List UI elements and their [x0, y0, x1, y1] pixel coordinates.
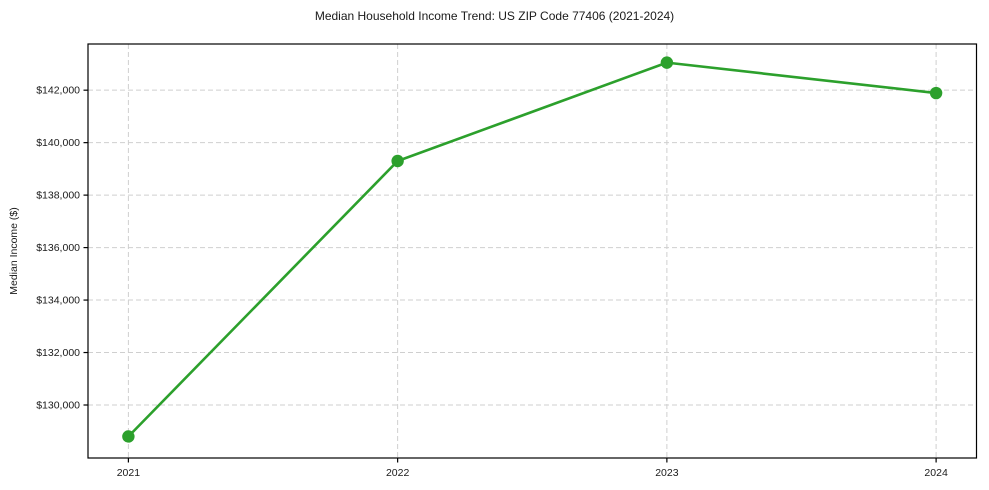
data-point-marker [391, 154, 404, 168]
data-point-marker [929, 86, 943, 100]
x-tick-label: 2022 [386, 467, 410, 479]
data-point-marker [122, 430, 135, 443]
trend-line [127, 61, 938, 438]
y-tick-label: $134,000 [36, 295, 80, 307]
y-tick-label: $136,000 [36, 242, 80, 254]
y-tick-label: $138,000 [36, 190, 80, 202]
y-tick-label: $142,000 [36, 85, 80, 97]
x-tick-label: 2021 [117, 467, 141, 479]
x-tick-label: 2023 [655, 467, 679, 479]
x-tick-label: 2024 [924, 467, 948, 479]
data-point-marker [660, 56, 674, 69]
y-tick-label: $140,000 [36, 137, 80, 149]
y-tick-label: $130,000 [36, 400, 80, 412]
plot-border [87, 43, 978, 459]
chart-title: Median Household Income Trend: US ZIP Co… [314, 9, 675, 23]
y-tick-label: $132,000 [36, 347, 80, 359]
